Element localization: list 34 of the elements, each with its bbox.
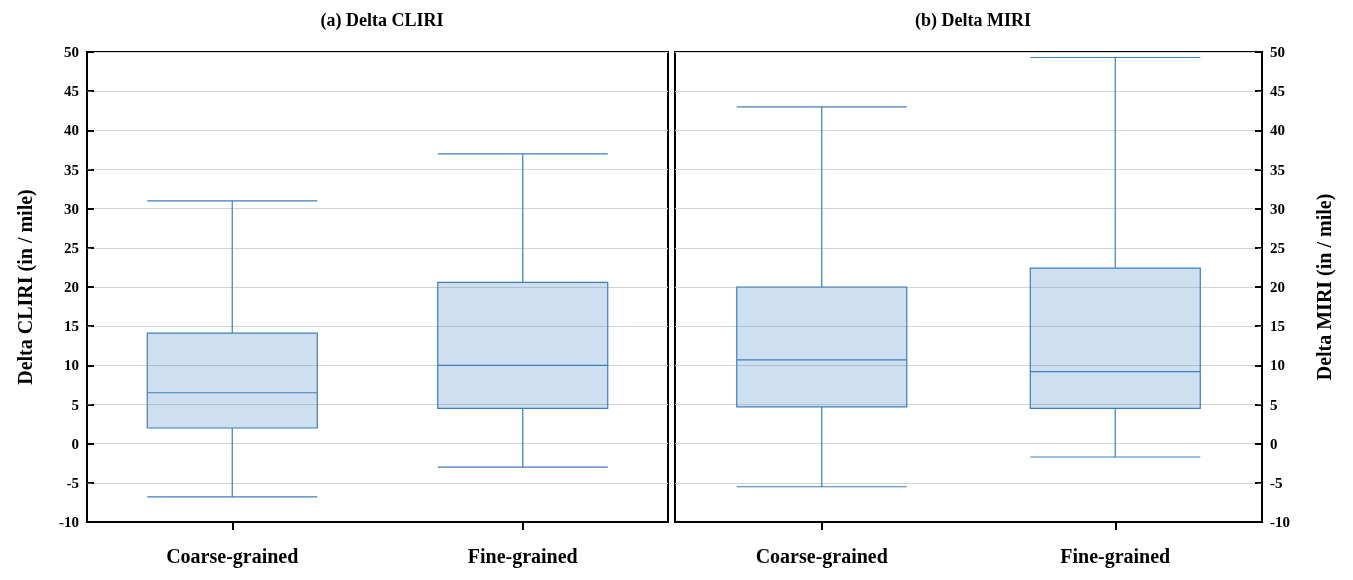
y-axis-title: Delta CLIRI (in / mile) <box>14 189 37 385</box>
y-tick-label: -10 <box>59 514 79 530</box>
y2-tick-label: 20 <box>1270 279 1285 295</box>
chart-title: (b) Delta MIRI <box>915 10 1031 31</box>
y2-tick-label: 30 <box>1270 200 1285 217</box>
y2-tick-label: 5 <box>1270 396 1278 413</box>
y-tick-label: 25 <box>64 239 79 256</box>
y2-tick-label: 50 <box>1270 44 1285 60</box>
y2-axis-title: Delta MIRI (in / mile) <box>1313 193 1336 381</box>
x-tick-label: Fine-grained <box>1060 545 1171 568</box>
y-tick-label: 50 <box>64 44 79 60</box>
x-tick-label: Fine-grained <box>467 545 578 568</box>
y-tick-label: 15 <box>64 318 79 335</box>
y2-tick-label: 35 <box>1270 161 1285 178</box>
y2-tick-label: -10 <box>1270 514 1290 530</box>
y2-tick-label: 45 <box>1270 83 1285 100</box>
y-tick-label: 5 <box>71 396 79 413</box>
x-tick-label: Coarse-grained <box>755 545 888 568</box>
y-tick-label: 35 <box>64 161 79 178</box>
y2-tick-label: 10 <box>1270 357 1285 374</box>
y-tick-label: 0 <box>71 435 79 452</box>
y-tick-label: 10 <box>64 357 79 374</box>
y2-tick-label: 40 <box>1270 122 1285 139</box>
y-tick-label: 45 <box>64 83 79 100</box>
y2-tick-label: 0 <box>1270 435 1278 452</box>
y2-tick-label: -5 <box>1270 474 1283 491</box>
y-tick-label: 40 <box>64 122 79 139</box>
x-tick-label: Coarse-grained <box>166 545 299 568</box>
y-tick-label: -5 <box>66 474 79 491</box>
y2-tick-label: 15 <box>1270 318 1285 335</box>
y2-tick-label: 25 <box>1270 239 1285 256</box>
y-tick-label: 20 <box>64 279 79 295</box>
y-tick-label: 30 <box>64 200 79 217</box>
chart-title: (a) Delta CLIRI <box>320 10 444 31</box>
